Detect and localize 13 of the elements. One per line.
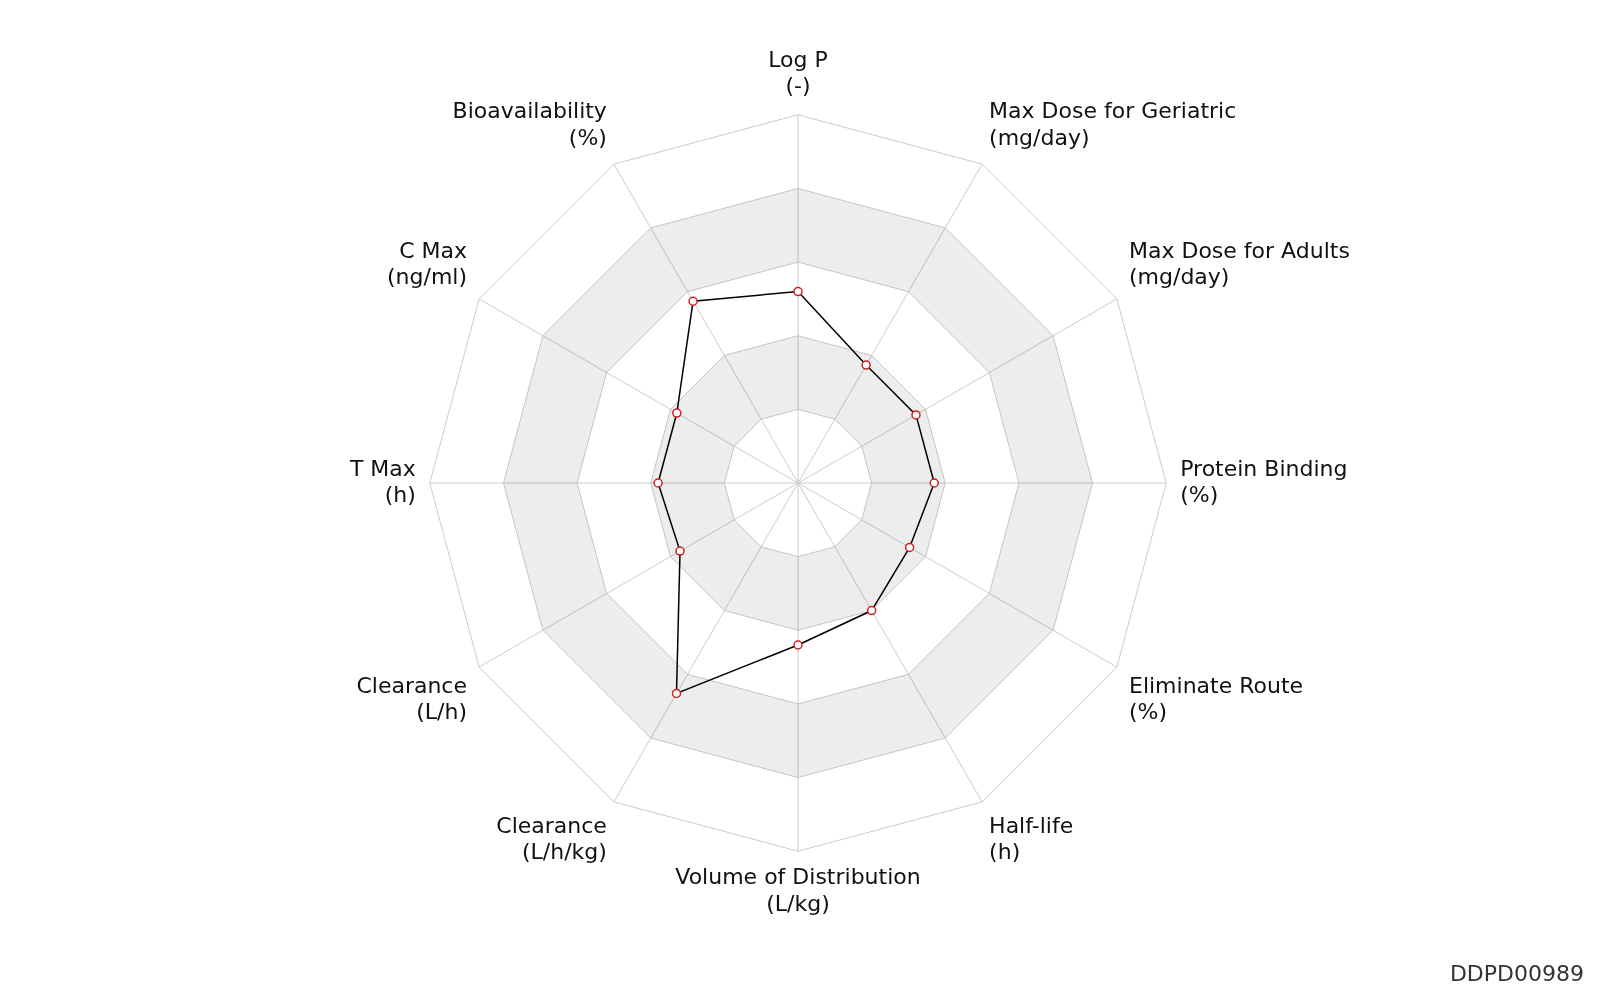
spoke-label: Eliminate Route (%) — [1128, 673, 1304, 725]
spoke-label: Bioavailability (%) — [452, 98, 607, 150]
spoke-label: Half-life (h) — [989, 812, 1074, 865]
spoke-label: T Max (h) — [348, 455, 416, 507]
spoke-label: Max Dose for Adults (mg/day) — [1128, 238, 1350, 290]
spoke-label: Clearance (L/h/kg) — [496, 812, 607, 865]
spoke-label: Max Dose for Geriatric (mg/day) — [989, 98, 1237, 150]
text: DDPD00989 — [1449, 961, 1584, 986]
spoke-label: Volume of Distribution (L/kg) — [675, 864, 921, 916]
spoke-label: Log P (-) — [768, 46, 828, 99]
spoke-label: Clearance (L/h) — [356, 673, 468, 725]
spoke-label: C Max (ng/ml) — [386, 238, 468, 290]
spoke-label: Protein Binding (%) — [1180, 455, 1348, 507]
